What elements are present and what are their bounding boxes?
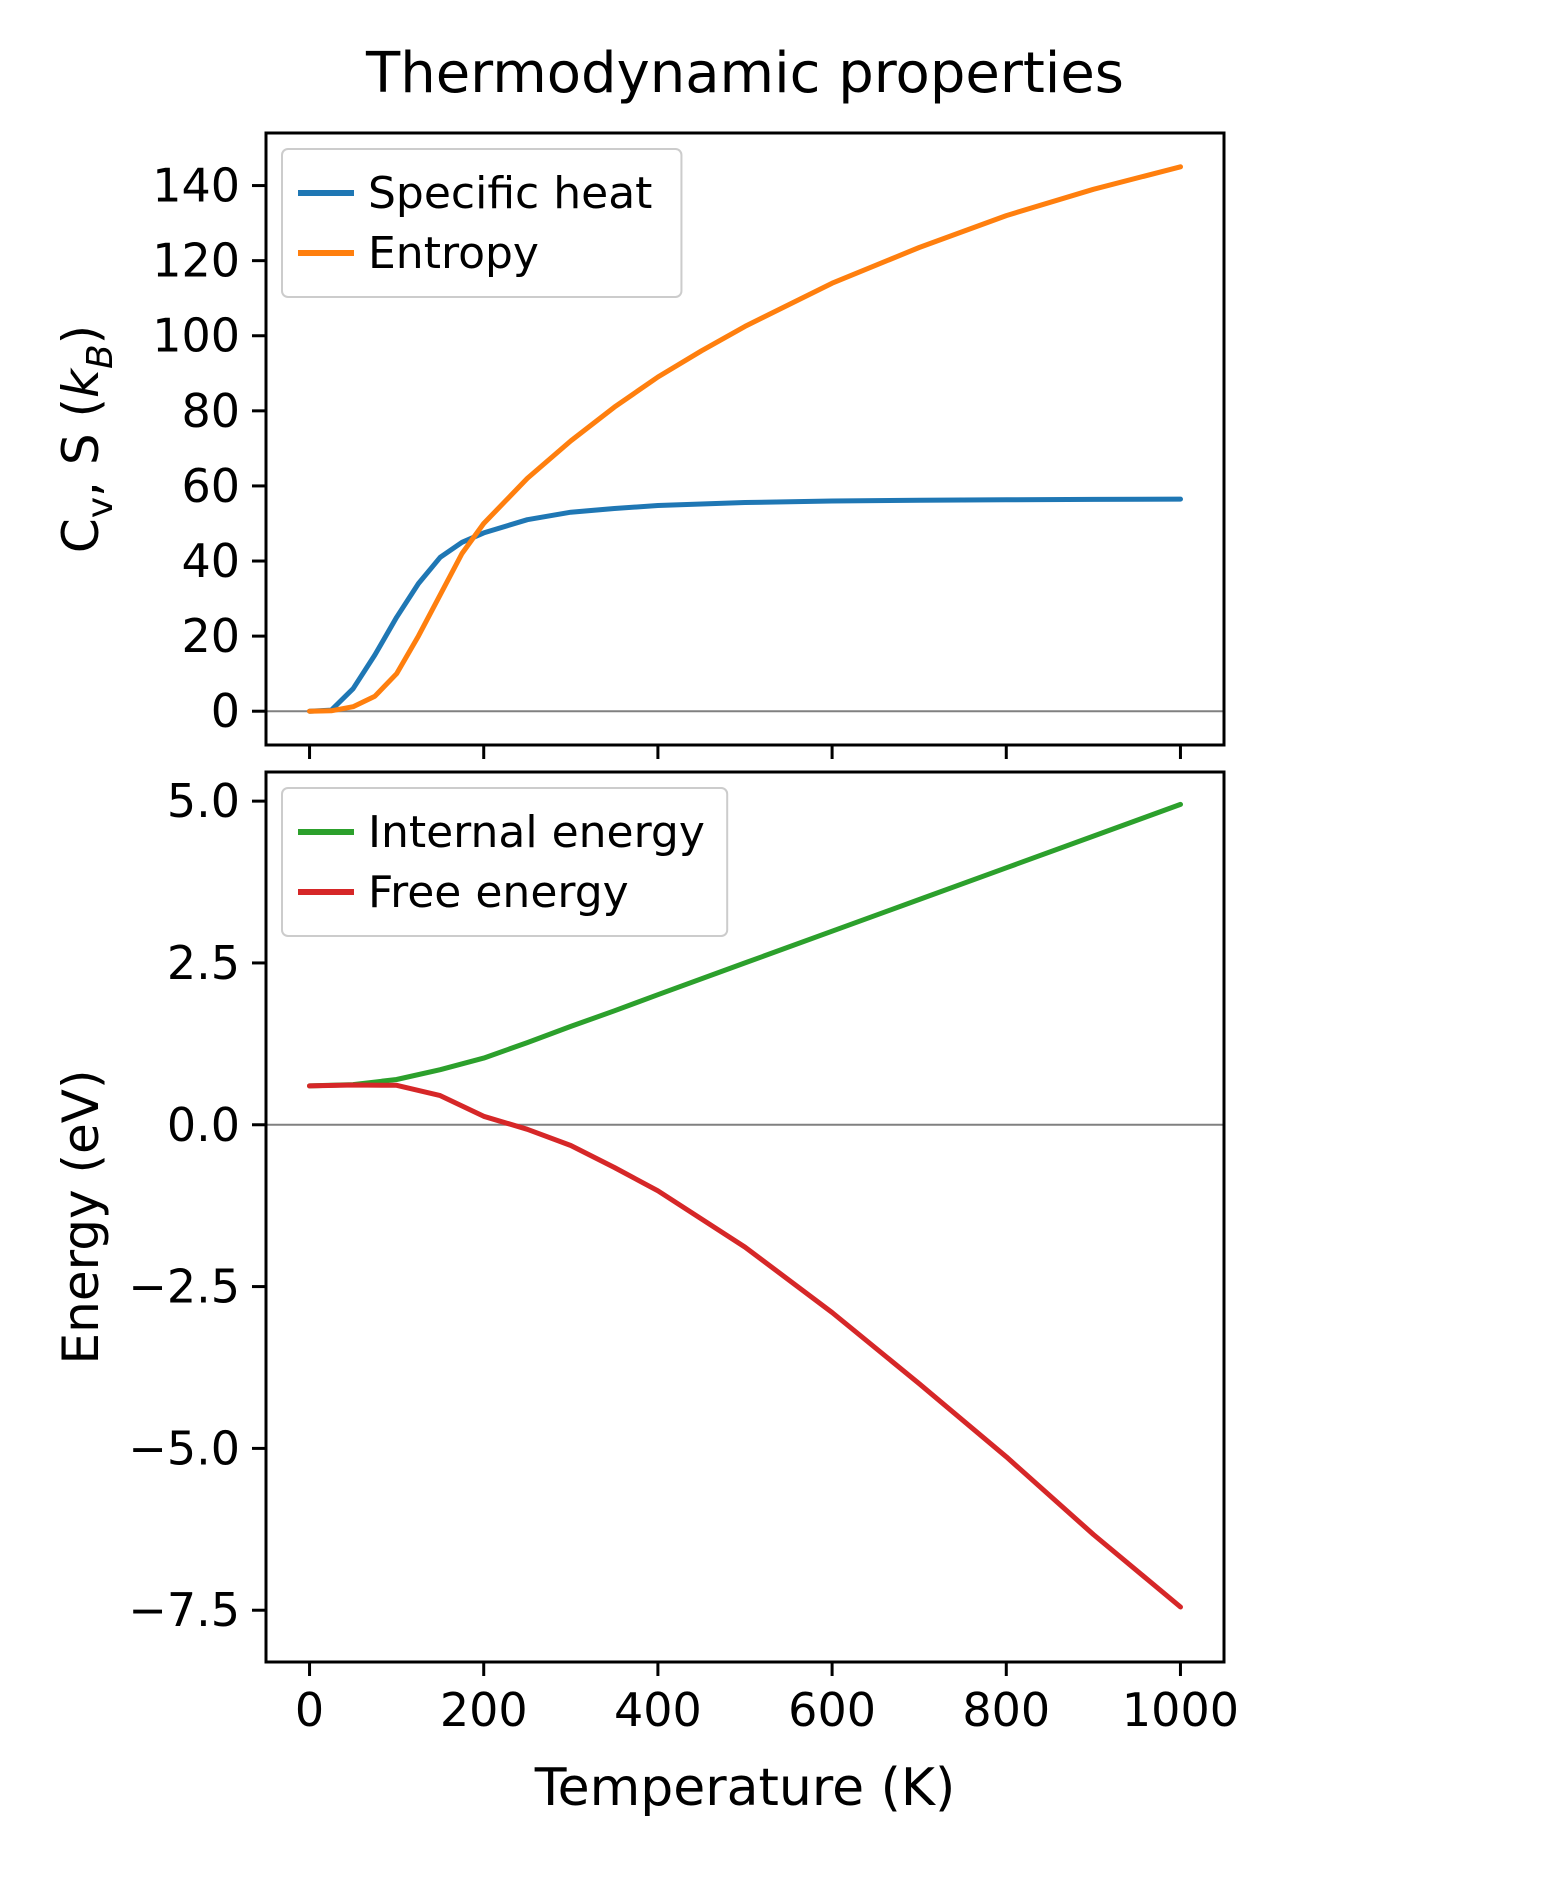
y-tick-label: 0.0 bbox=[167, 1098, 240, 1152]
y-tick-label: 5.0 bbox=[167, 774, 240, 828]
panel-1: 0 20 40 60 80 100 120 140 Cv, S (kB) Specific hea… bbox=[52, 131, 1226, 759]
chart-title: Thermodynamic properties bbox=[365, 41, 1124, 106]
y-tick-label: −5.0 bbox=[128, 1421, 240, 1475]
legend-label-specific-heat: Specific heat bbox=[368, 168, 652, 219]
y-tick-label: 140 bbox=[152, 159, 240, 213]
legend-label-free-energy: Free energy bbox=[368, 867, 629, 918]
legend-box bbox=[281, 787, 729, 937]
x-tick-label: 0 bbox=[295, 1683, 324, 1737]
y-tick-label: 2.5 bbox=[167, 936, 240, 990]
legend-box bbox=[281, 148, 683, 298]
y-tick-label: −2.5 bbox=[128, 1260, 240, 1314]
x-tick-label: 600 bbox=[788, 1683, 876, 1737]
legend-label-entropy: Entropy bbox=[368, 228, 539, 279]
legend-label-internal-energy: Internal energy bbox=[368, 807, 705, 858]
y-tick-label: 20 bbox=[181, 609, 240, 663]
x-tick-label: 1000 bbox=[1122, 1683, 1239, 1737]
y-axis-label: Cv, S (kB) bbox=[52, 325, 121, 553]
x-tick-label: 400 bbox=[614, 1683, 702, 1737]
y-tick-label: 40 bbox=[181, 534, 240, 588]
legend: Internal energy Free energy bbox=[281, 787, 729, 937]
y-axis-label: Energy (eV) bbox=[52, 1070, 110, 1365]
axes-frame bbox=[264, 770, 1226, 1664]
panels-group: 0 20 40 60 80 100 120 140 Cv, S (kB) Specific hea… bbox=[52, 131, 1239, 1737]
panel-2: −7.5 −5.0 −2.5 0.0 2.5 5.0 0 200 400 600 800 1000 En… bbox=[52, 770, 1239, 1737]
y-tick-label: 80 bbox=[181, 384, 240, 438]
series-line-specific-heat bbox=[307, 496, 1183, 714]
y-tick-label: 100 bbox=[152, 309, 240, 363]
axes-frame bbox=[264, 131, 1226, 747]
y-tick-label: 60 bbox=[181, 459, 240, 513]
x-tick-label: 800 bbox=[962, 1683, 1050, 1737]
x-axis-label: Temperature (K) bbox=[534, 1758, 956, 1818]
series-line-entropy bbox=[307, 164, 1183, 714]
y-tick-label: 0 bbox=[211, 684, 240, 738]
y-tick-label: −7.5 bbox=[128, 1583, 240, 1637]
y-tick-label: 120 bbox=[152, 234, 240, 288]
legend: Specific heat Entropy bbox=[281, 148, 683, 298]
x-tick-label: 200 bbox=[440, 1683, 528, 1737]
series-line-internal-energy bbox=[307, 801, 1183, 1089]
series-line-free-energy bbox=[307, 1082, 1183, 1610]
